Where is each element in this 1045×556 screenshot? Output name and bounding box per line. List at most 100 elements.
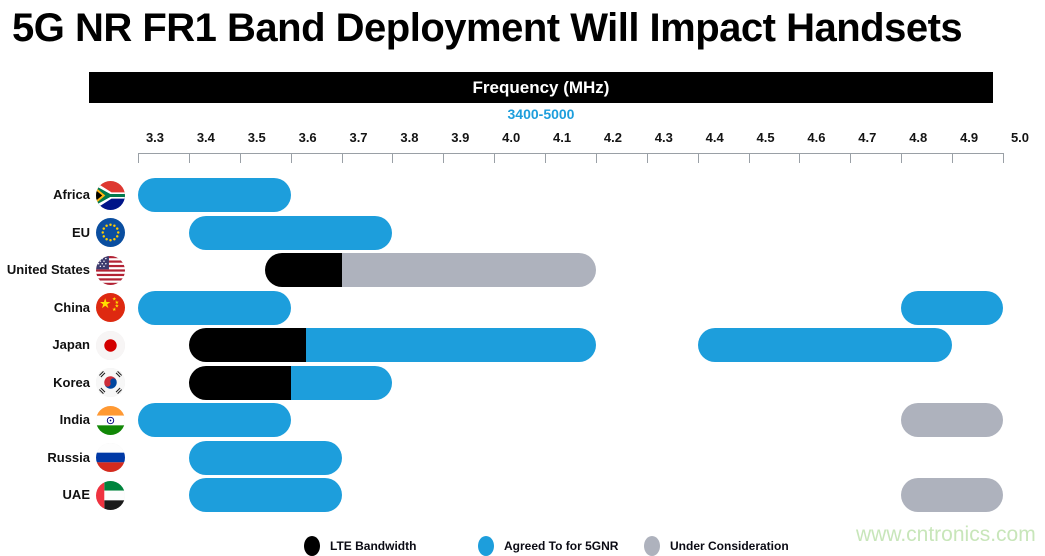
axis-tick bbox=[799, 153, 801, 163]
legend-item-agreed: Agreed To for 5GNR bbox=[478, 536, 618, 556]
axis-tick bbox=[341, 153, 343, 163]
row-label-united-states: United States bbox=[6, 262, 90, 278]
row-label-india: India bbox=[59, 412, 90, 428]
axis-tick bbox=[697, 153, 699, 163]
svg-text:★: ★ bbox=[99, 296, 111, 311]
axis-tick bbox=[901, 153, 903, 163]
frequency-band-russia bbox=[188, 440, 342, 475]
axis-tick-label: 5.0 bbox=[1010, 130, 1030, 145]
svg-text:★: ★ bbox=[115, 304, 120, 310]
frequency-band-china bbox=[138, 290, 291, 325]
axis-tick-label: 4.8 bbox=[909, 130, 928, 145]
row-label-japan: Japan bbox=[52, 337, 90, 353]
axis-tick bbox=[239, 153, 241, 163]
band-segment-lte bbox=[188, 365, 291, 400]
axis-tick-label: 4.7 bbox=[858, 130, 877, 145]
axis-tick-label: 4.5 bbox=[756, 130, 775, 145]
axis-tick-label: 3.3 bbox=[145, 130, 165, 145]
band-segment-agreed bbox=[188, 478, 342, 513]
frequency-band-india bbox=[138, 403, 291, 438]
row-label-south-africa: Africa bbox=[53, 187, 90, 202]
axis-tick bbox=[595, 153, 597, 163]
axis-tick bbox=[748, 153, 750, 163]
band-segment-agreed bbox=[901, 290, 1003, 325]
band-segment-agreed bbox=[188, 215, 393, 250]
axis-tick bbox=[392, 153, 394, 163]
japan-flag-icon bbox=[96, 330, 125, 360]
axis-tick bbox=[850, 153, 852, 163]
band-segment-consideration bbox=[901, 478, 1003, 513]
india-flag-icon bbox=[96, 405, 125, 435]
axis-tick-label: 3.4 bbox=[196, 130, 215, 145]
band-segment-consideration bbox=[901, 403, 1003, 438]
legend-label-lte: LTE Bandwidth bbox=[330, 539, 417, 553]
frequency-band-uae bbox=[188, 478, 342, 513]
frequency-range-subtitle: 3400-5000 bbox=[507, 106, 575, 122]
axis-tick bbox=[443, 153, 445, 163]
band-segment-agreed bbox=[697, 328, 953, 363]
band-segment-agreed bbox=[290, 365, 393, 400]
frequency-band-japan bbox=[697, 328, 953, 363]
china-flag-icon: ★ ★ ★ ★ ★ bbox=[96, 293, 125, 323]
row-label-russia: Russia bbox=[47, 449, 90, 465]
row-label-south-korea: Korea bbox=[53, 374, 90, 390]
band-segment-lte bbox=[265, 253, 342, 288]
band-segment-agreed bbox=[138, 290, 291, 325]
axis-tick-label: 4.2 bbox=[603, 130, 622, 145]
axis-tick-label: 3.8 bbox=[400, 130, 419, 145]
legend-dot-agreed bbox=[478, 536, 494, 556]
frequency-band-south-africa bbox=[138, 178, 291, 212]
south-africa-flag-icon bbox=[96, 180, 125, 210]
axis-tick bbox=[494, 153, 496, 163]
band-segment-agreed bbox=[188, 440, 342, 475]
svg-text:★: ★ bbox=[115, 300, 120, 306]
watermark: www.cntronics.com bbox=[856, 523, 1036, 546]
chart-title: 5G NR FR1 Band Deployment Will Impact Ha… bbox=[12, 6, 963, 50]
axis-tick-label: 4.3 bbox=[654, 130, 673, 145]
svg-text:★: ★ bbox=[112, 296, 117, 302]
legend-dot-lte bbox=[304, 536, 320, 556]
axis-tick-label: 3.6 bbox=[298, 130, 317, 145]
frequency-band-uae bbox=[901, 478, 1003, 513]
axis-tick bbox=[290, 153, 292, 163]
frequency-band-eu bbox=[188, 215, 393, 250]
svg-text:★: ★ bbox=[112, 307, 117, 313]
axis-tick bbox=[1003, 153, 1004, 163]
axis-tick-label: 4.0 bbox=[502, 130, 521, 145]
legend-label-consideration: Under Consideration bbox=[670, 539, 789, 553]
band-segment-lte bbox=[188, 328, 306, 363]
band-segment-agreed bbox=[305, 328, 596, 363]
frequency-band-india bbox=[901, 403, 1003, 438]
frequency-band-japan bbox=[188, 328, 596, 363]
axis-tick bbox=[646, 153, 648, 163]
band-segment-agreed bbox=[138, 403, 291, 438]
frequency-band-united-states bbox=[265, 253, 596, 288]
legend-dot-consideration bbox=[644, 536, 660, 556]
south-korea-flag-icon bbox=[96, 368, 125, 398]
frequency-band-south-korea bbox=[188, 365, 393, 400]
axis-tick bbox=[138, 153, 139, 163]
russia-flag-icon bbox=[96, 443, 125, 473]
legend-item-lte: LTE Bandwidth bbox=[304, 536, 416, 556]
axis-tick-label: 3.5 bbox=[247, 130, 266, 145]
row-label-uae: UAE bbox=[62, 487, 90, 503]
legend-label-agreed: Agreed To for 5GNR bbox=[504, 539, 619, 553]
band-segment-consideration bbox=[341, 253, 596, 288]
row-label-china: China bbox=[53, 299, 90, 315]
axis-tick-label: 4.4 bbox=[705, 130, 724, 145]
frequency-axis-header: Frequency (MHz) bbox=[89, 72, 993, 103]
axis-tick bbox=[952, 153, 954, 163]
row-label-eu: EU bbox=[71, 224, 90, 240]
axis-tick bbox=[545, 153, 547, 163]
uae-flag-icon bbox=[96, 480, 125, 510]
legend-item-consideration: Under Consideration bbox=[644, 536, 789, 556]
axis-tick-label: 4.6 bbox=[807, 130, 826, 145]
axis-tick-label: 4.1 bbox=[553, 130, 572, 145]
axis-tick-label: 3.9 bbox=[451, 130, 470, 145]
frequency-band-china bbox=[901, 290, 1003, 325]
frequency-axis-header-label: Frequency (MHz) bbox=[472, 78, 610, 97]
united-states-flag-icon bbox=[96, 255, 125, 285]
axis-tick-label: 3.7 bbox=[349, 130, 368, 145]
band-segment-agreed bbox=[138, 178, 291, 212]
eu-flag-icon bbox=[96, 218, 125, 248]
